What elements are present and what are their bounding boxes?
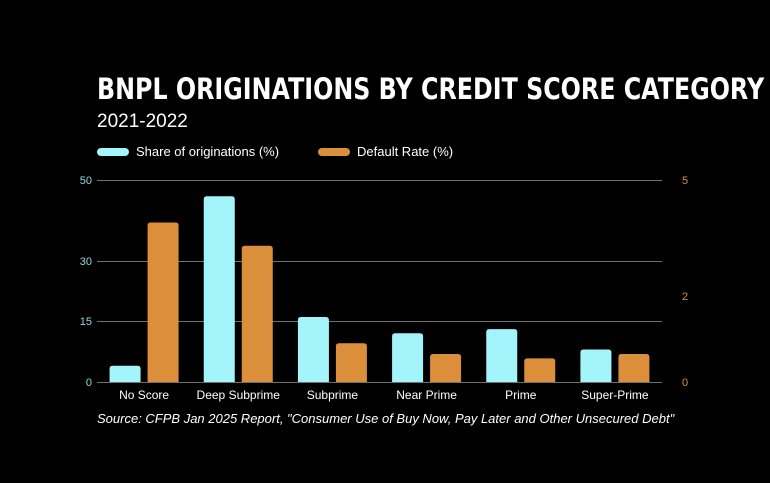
- bar-default-1: [241, 245, 273, 382]
- legend-label-default: Default Rate (%): [357, 144, 454, 159]
- bar-share-1: [203, 196, 235, 382]
- left-axis-tick-label: 30: [80, 256, 92, 268]
- source-note: Source: CFPB Jan 2025 Report, "Consumer …: [97, 411, 675, 426]
- x-axis-tick-label: Subprime: [307, 388, 359, 402]
- legend-label-share: Share of originations (%): [136, 144, 280, 159]
- left-axis-tick-label: 15: [80, 316, 92, 328]
- chart-subtitle: 2021-2022: [97, 111, 188, 132]
- right-axis-tick-label: 0: [682, 377, 688, 389]
- bar-default-3: [430, 354, 462, 382]
- bar-share-4: [486, 329, 518, 382]
- bar-default-4: [524, 358, 556, 382]
- legend-swatch-share: [97, 148, 129, 156]
- x-axis-tick-label: Prime: [505, 388, 537, 402]
- chart-title: BNPL ORIGINATIONS BY CREDIT SCORE CATEGO…: [97, 72, 765, 106]
- bar-share-2: [297, 317, 329, 382]
- bar-share-5: [580, 349, 612, 382]
- bar-default-0: [147, 222, 179, 382]
- legend-swatch-default: [318, 148, 350, 156]
- bar-default-2: [335, 343, 367, 382]
- left-axis-tick-label: 0: [86, 377, 92, 389]
- bar-share-3: [392, 333, 424, 382]
- x-axis-tick-label: Near Prime: [396, 388, 457, 402]
- x-axis-tick-label: Deep Subprime: [197, 388, 281, 402]
- x-axis-tick-label: Super-Prime: [581, 388, 649, 402]
- x-axis-tick-label: No Score: [119, 388, 169, 402]
- left-axis-tick-label: 50: [80, 175, 92, 187]
- right-axis-tick-label: 2: [682, 291, 688, 303]
- bar-default-5: [618, 354, 650, 382]
- bar-share-0: [109, 365, 141, 382]
- right-axis-tick-label: 5: [682, 175, 688, 187]
